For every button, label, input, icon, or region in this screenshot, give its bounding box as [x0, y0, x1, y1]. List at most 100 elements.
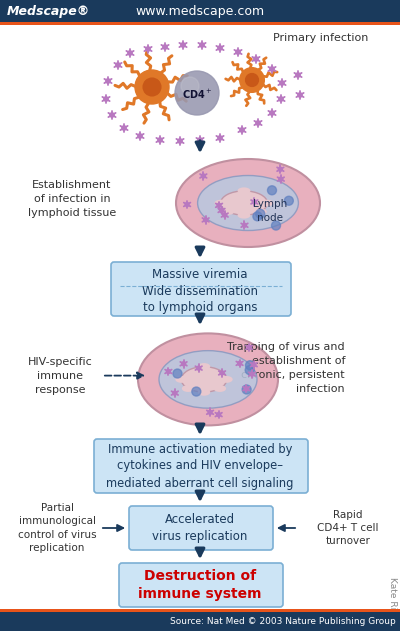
Circle shape — [254, 57, 258, 61]
Circle shape — [240, 128, 244, 132]
Text: Massive viremia: Massive viremia — [152, 268, 248, 281]
Text: Rapid
CD4+ T cell
turnover: Rapid CD4+ T cell turnover — [317, 510, 379, 546]
Text: Immune activation mediated by
cytokines and HIV envelope–
mediated aberrant cell: Immune activation mediated by cytokines … — [106, 442, 294, 490]
Ellipse shape — [182, 385, 194, 392]
Ellipse shape — [238, 187, 250, 194]
Circle shape — [175, 71, 219, 115]
Circle shape — [128, 51, 132, 55]
Text: Source: Nat Med © 2003 Nature Publishing Group: Source: Nat Med © 2003 Nature Publishing… — [170, 616, 396, 625]
Ellipse shape — [175, 376, 188, 383]
Text: Wide dissemination
to lymphoid organs: Wide dissemination to lymphoid organs — [142, 285, 258, 314]
Circle shape — [166, 370, 170, 374]
Circle shape — [220, 371, 224, 375]
Text: CD4$^+$: CD4$^+$ — [182, 88, 212, 100]
Circle shape — [217, 413, 221, 416]
Text: Medscape®: Medscape® — [7, 4, 90, 18]
Circle shape — [252, 200, 256, 204]
Circle shape — [278, 167, 282, 171]
Ellipse shape — [198, 389, 210, 396]
Circle shape — [201, 174, 205, 178]
Circle shape — [178, 139, 182, 143]
Circle shape — [298, 93, 302, 97]
Circle shape — [284, 196, 293, 205]
Circle shape — [279, 177, 283, 181]
Ellipse shape — [176, 159, 320, 247]
Text: Kate Ris: Kate Ris — [388, 577, 396, 613]
Circle shape — [280, 81, 284, 85]
FancyBboxPatch shape — [111, 262, 291, 316]
Circle shape — [253, 212, 262, 221]
Text: Destruction of
immune system: Destruction of immune system — [138, 569, 262, 601]
Circle shape — [272, 221, 280, 230]
Circle shape — [218, 136, 222, 140]
Text: Partial
immunological
control of virus
replication: Partial immunological control of virus r… — [18, 503, 96, 553]
Circle shape — [204, 218, 208, 222]
Ellipse shape — [220, 376, 233, 383]
Circle shape — [185, 203, 189, 206]
Circle shape — [236, 50, 240, 54]
Circle shape — [270, 111, 274, 115]
Ellipse shape — [221, 208, 234, 215]
Circle shape — [116, 63, 120, 67]
Text: Trapping of virus and
establishment of
chronic, persistent
infection: Trapping of virus and establishment of c… — [227, 342, 345, 394]
Ellipse shape — [254, 208, 267, 215]
Text: www.medscape.com: www.medscape.com — [136, 4, 264, 18]
Circle shape — [244, 387, 248, 391]
Circle shape — [256, 209, 265, 218]
Circle shape — [173, 391, 177, 395]
FancyBboxPatch shape — [129, 506, 273, 550]
Text: Accelerated
virus replication: Accelerated virus replication — [152, 513, 248, 543]
Ellipse shape — [159, 351, 257, 408]
Circle shape — [198, 138, 202, 142]
Circle shape — [110, 113, 114, 117]
FancyBboxPatch shape — [119, 563, 283, 607]
Bar — [0, 612, 400, 631]
Ellipse shape — [260, 199, 274, 206]
Circle shape — [256, 121, 260, 125]
Circle shape — [217, 203, 221, 208]
Circle shape — [238, 362, 242, 365]
Text: Establishment
of infection in
lymphoid tissue: Establishment of infection in lymphoid t… — [28, 179, 116, 218]
Circle shape — [240, 68, 264, 92]
Circle shape — [250, 372, 254, 376]
Bar — [0, 0, 400, 22]
Circle shape — [242, 385, 251, 394]
Circle shape — [182, 362, 186, 366]
Ellipse shape — [198, 363, 210, 370]
Ellipse shape — [214, 385, 226, 392]
Circle shape — [173, 369, 182, 378]
Ellipse shape — [221, 191, 267, 215]
Circle shape — [246, 361, 254, 370]
Circle shape — [135, 70, 169, 104]
Circle shape — [197, 366, 201, 370]
Circle shape — [181, 43, 185, 47]
Circle shape — [296, 73, 300, 77]
Circle shape — [218, 46, 222, 50]
FancyBboxPatch shape — [94, 439, 308, 493]
Circle shape — [279, 97, 283, 101]
Circle shape — [252, 363, 256, 367]
Circle shape — [163, 45, 167, 49]
Ellipse shape — [181, 367, 227, 392]
Circle shape — [104, 97, 108, 101]
Circle shape — [192, 387, 201, 396]
Circle shape — [220, 208, 224, 213]
Circle shape — [181, 77, 199, 95]
Circle shape — [122, 126, 126, 130]
Circle shape — [270, 67, 274, 71]
Circle shape — [242, 223, 246, 227]
Circle shape — [245, 365, 254, 375]
Circle shape — [223, 213, 227, 217]
Circle shape — [268, 186, 276, 195]
Circle shape — [146, 47, 150, 51]
Text: Primary infection: Primary infection — [273, 33, 368, 43]
Circle shape — [246, 74, 258, 86]
Circle shape — [138, 134, 142, 138]
Circle shape — [106, 79, 110, 83]
Circle shape — [247, 345, 251, 350]
Bar — [0, 609, 400, 612]
Circle shape — [158, 138, 162, 142]
Circle shape — [200, 43, 204, 47]
Ellipse shape — [138, 333, 278, 425]
Bar — [0, 22, 400, 25]
